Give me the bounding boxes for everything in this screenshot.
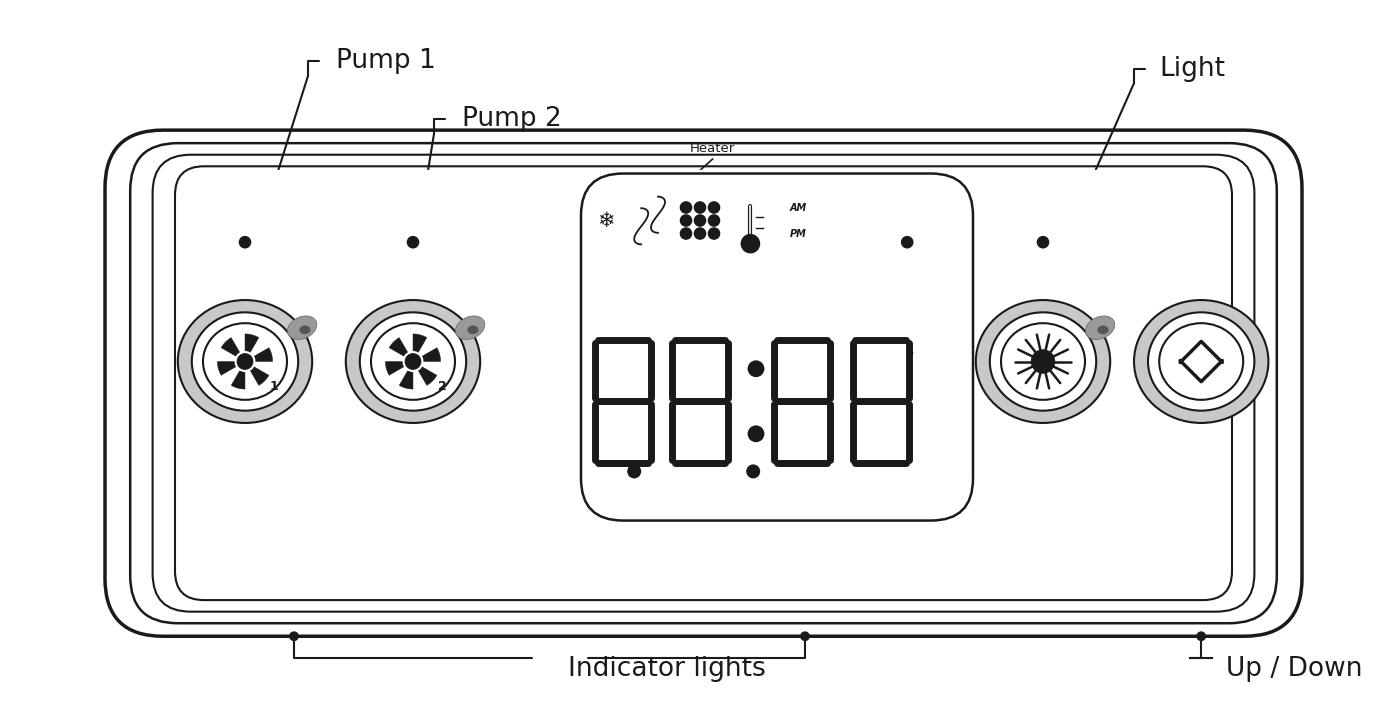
- Ellipse shape: [1148, 312, 1254, 411]
- Circle shape: [680, 228, 692, 239]
- Ellipse shape: [1134, 300, 1268, 423]
- Circle shape: [748, 425, 764, 442]
- Polygon shape: [245, 334, 259, 352]
- Polygon shape: [251, 367, 269, 385]
- Polygon shape: [423, 348, 441, 362]
- Circle shape: [694, 202, 706, 213]
- Text: Up / Down: Up / Down: [1226, 656, 1364, 682]
- FancyBboxPatch shape: [581, 174, 973, 521]
- Circle shape: [708, 215, 720, 226]
- Polygon shape: [231, 371, 245, 389]
- Circle shape: [238, 354, 252, 369]
- Circle shape: [746, 464, 760, 479]
- Circle shape: [1037, 236, 1049, 248]
- Text: Filter: Filter: [743, 176, 777, 189]
- Polygon shape: [221, 338, 239, 356]
- Text: Smart Winter
Mode: Smart Winter Mode: [392, 279, 480, 307]
- Circle shape: [627, 464, 641, 479]
- Text: PM: PM: [790, 228, 806, 239]
- Text: ❄: ❄: [598, 210, 615, 231]
- Circle shape: [680, 215, 692, 226]
- Text: Indicator lights: Indicator lights: [567, 656, 766, 682]
- Text: Pump 2: Pump 2: [462, 106, 561, 132]
- Ellipse shape: [371, 323, 455, 400]
- Circle shape: [290, 632, 298, 641]
- Ellipse shape: [1098, 325, 1109, 334]
- Ellipse shape: [990, 312, 1096, 411]
- Ellipse shape: [1085, 316, 1114, 340]
- Polygon shape: [399, 371, 413, 389]
- Text: Heater: Heater: [690, 142, 735, 155]
- Circle shape: [708, 202, 720, 213]
- Circle shape: [741, 234, 760, 254]
- Circle shape: [902, 236, 913, 248]
- Text: 2: 2: [438, 380, 447, 393]
- Ellipse shape: [360, 312, 466, 411]
- Polygon shape: [389, 338, 407, 356]
- Text: AM: AM: [790, 202, 806, 213]
- Text: Pump 1: Pump 1: [336, 48, 435, 74]
- Ellipse shape: [976, 300, 1110, 423]
- Ellipse shape: [468, 325, 479, 334]
- Circle shape: [708, 228, 720, 239]
- Polygon shape: [255, 348, 273, 362]
- Circle shape: [406, 354, 420, 369]
- Circle shape: [694, 215, 706, 226]
- Circle shape: [1032, 350, 1054, 373]
- Ellipse shape: [178, 300, 312, 423]
- Ellipse shape: [455, 316, 484, 340]
- Ellipse shape: [1159, 323, 1243, 400]
- Ellipse shape: [300, 325, 311, 334]
- Circle shape: [680, 202, 692, 213]
- Ellipse shape: [287, 316, 316, 340]
- Ellipse shape: [192, 312, 298, 411]
- Ellipse shape: [1001, 323, 1085, 400]
- Text: Light: Light: [1159, 56, 1225, 82]
- Ellipse shape: [346, 300, 480, 423]
- Polygon shape: [413, 334, 427, 352]
- Circle shape: [1197, 632, 1205, 641]
- Text: °: °: [906, 351, 914, 365]
- Polygon shape: [385, 362, 403, 375]
- Polygon shape: [419, 367, 437, 385]
- Ellipse shape: [203, 323, 287, 400]
- Text: Set Point: Set Point: [910, 215, 969, 228]
- Circle shape: [748, 360, 764, 377]
- Polygon shape: [217, 362, 235, 375]
- Circle shape: [239, 236, 251, 248]
- Circle shape: [407, 236, 419, 248]
- Circle shape: [694, 228, 706, 239]
- Text: 1: 1: [270, 380, 279, 393]
- FancyBboxPatch shape: [182, 170, 1225, 596]
- Circle shape: [801, 632, 809, 641]
